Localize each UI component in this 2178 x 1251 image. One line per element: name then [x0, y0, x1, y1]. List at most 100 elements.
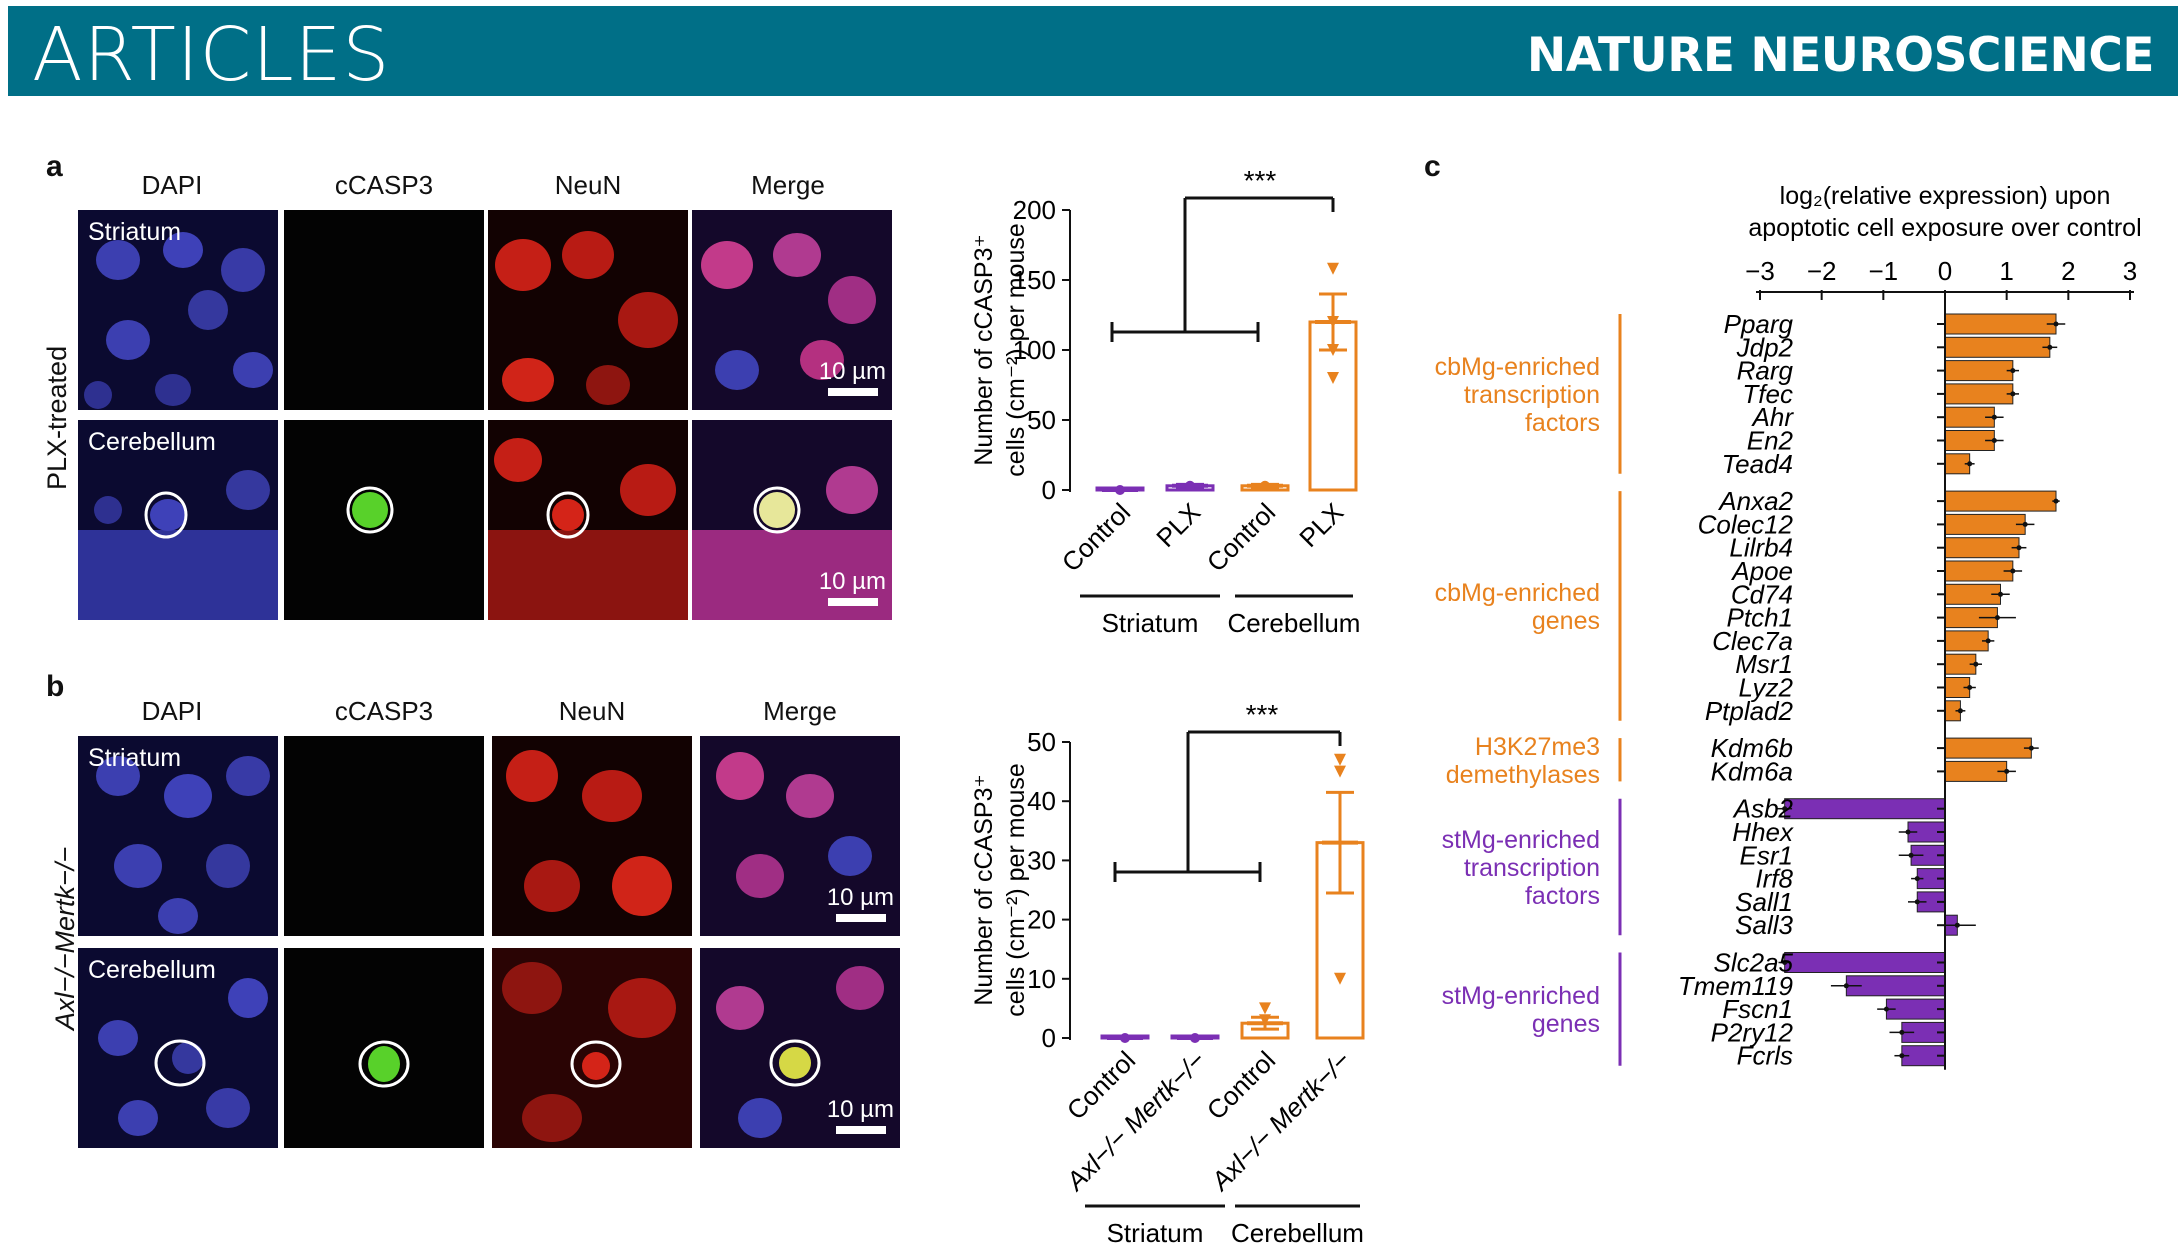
- bar: [1944, 560, 2014, 582]
- chart-b: 0 10 20 30 40 50 Number of cCASP3⁺ cells (cm⁻²)…: [970, 699, 1365, 1248]
- micrograph-b-striatum-neun: [492, 736, 692, 936]
- scale-bar: [836, 1126, 886, 1134]
- category-label: Control: [1201, 497, 1281, 577]
- data-point: [1327, 344, 1339, 356]
- data-point: [1334, 972, 1346, 985]
- data-point: [2047, 344, 2053, 350]
- scale-bar: [828, 388, 878, 396]
- data-point: [1120, 1033, 1130, 1043]
- micrograph-b-cerebellum-ccasp3: [284, 948, 484, 1148]
- micrograph-b-cerebellum-merge: 10 µm: [700, 948, 900, 1148]
- scale-bar: [836, 914, 886, 922]
- bar: [1944, 360, 2014, 382]
- category-label: Control: [1056, 497, 1136, 577]
- category-label: Axl−/− Mertk−/−: [1204, 1045, 1356, 1197]
- micrograph-a-cerebellum-merge: 10 µm: [692, 420, 892, 620]
- group-label: transcription: [1464, 381, 1600, 409]
- gene-label: En2: [1747, 426, 1794, 456]
- bar: [1784, 952, 1946, 973]
- data-point: [1259, 1002, 1271, 1015]
- x-tick-label: −2: [1807, 256, 1837, 286]
- gene-label: Fscn1: [1722, 994, 1793, 1024]
- micrograph-a-striatum-ccasp3: [284, 210, 484, 410]
- micrograph-a-striatum-merge: 10 µm: [692, 210, 892, 410]
- data-point: [1914, 876, 1920, 882]
- micrograph-a-striatum-neun: [488, 210, 688, 410]
- bar: [1944, 490, 2057, 512]
- data-point: [1334, 765, 1346, 778]
- journal-header: ARTICLES NATURE NEUROSCIENCE: [8, 6, 2178, 98]
- x-tick-label: 2: [2061, 256, 2075, 286]
- data-point: [1967, 685, 1973, 690]
- group-label: factors: [1525, 882, 1600, 910]
- col-header-neun-b: NeuN: [558, 696, 626, 726]
- data-point: [2010, 391, 2016, 397]
- gene-label: Msr1: [1735, 649, 1793, 679]
- data-point: [1914, 899, 1920, 905]
- region-label: Striatum: [88, 744, 182, 772]
- micrograph-a-cerebellum-neun: [488, 420, 688, 620]
- micrograph-a-cerebellum-ccasp3: [284, 420, 484, 620]
- micrograph-a-cerebellum-dapi: Cerebellum: [78, 420, 278, 620]
- gene-label: Sall3: [1735, 910, 1793, 940]
- group-label: genes: [1532, 1010, 1600, 1038]
- y-axis-label-line: cells (cm⁻²) per mouse: [1002, 763, 1030, 1017]
- data-point: [1994, 615, 2000, 621]
- x-axis-label-line2: apoptotic cell exposure over control: [1748, 214, 2141, 242]
- gene-label: Colec12: [1698, 509, 1794, 539]
- gene-label: Hhex: [1732, 817, 1794, 847]
- micrograph-a-striatum-dapi: Striatum: [78, 210, 278, 410]
- section-title: ARTICLES: [32, 12, 391, 98]
- scale-bar-label: 10 µm: [818, 568, 886, 595]
- group-label: factors: [1525, 409, 1600, 437]
- group-label: demethylases: [1446, 761, 1600, 789]
- y-tick-label: 150: [1013, 265, 1056, 295]
- gene-label: Apoe: [1730, 556, 1793, 586]
- gene-label: Irf8: [1755, 864, 1793, 894]
- micrograph-b-striatum-dapi: Striatum: [78, 736, 278, 936]
- bar: [1944, 336, 2051, 358]
- group-label: Cerebellum: [1231, 1218, 1364, 1248]
- gene-label: Fcrls: [1737, 1041, 1793, 1071]
- data-point: [1334, 753, 1346, 766]
- data-point: [2016, 545, 2022, 551]
- category-label: PLX: [1293, 497, 1349, 553]
- gene-label: Ahr: [1751, 402, 1795, 432]
- col-header-dapi-a: DAPI: [141, 170, 203, 200]
- panel-c-label: c: [1424, 150, 1441, 183]
- col-header-ccasp3-b: cCASP3: [334, 696, 434, 726]
- group-label: stMg-enriched: [1442, 826, 1600, 854]
- gene-label: Jdp2: [1736, 332, 1794, 362]
- significance-label: ***: [1244, 165, 1277, 196]
- gene-label: Kdm6b: [1711, 733, 1793, 763]
- data-point: [1998, 591, 2003, 597]
- panel-a-row-label: PLX-treated: [42, 345, 72, 490]
- col-header-merge-b: Merge: [763, 696, 837, 726]
- data-point: [1843, 983, 1849, 989]
- data-point: [1327, 316, 1339, 328]
- group-label: H3K27me3: [1475, 733, 1600, 761]
- x-tick-label: 0: [1938, 256, 1952, 286]
- data-point: [1973, 661, 1979, 667]
- data-point: [1908, 852, 1914, 858]
- y-tick-label: 30: [1027, 845, 1056, 875]
- category-label: PLX: [1150, 497, 1206, 553]
- panel-b-label: b: [46, 670, 65, 703]
- y-axis-label-line: cells (cm⁻²) per mouse: [1002, 223, 1030, 477]
- data-point: [1115, 485, 1125, 495]
- data-point: [1967, 461, 1973, 467]
- bar: [1944, 313, 2057, 335]
- y-tick-label: 0: [1042, 1023, 1056, 1053]
- group-label: Cerebellum: [1228, 608, 1361, 638]
- group-label: stMg-enriched: [1442, 982, 1600, 1010]
- gene-label: Clec7a: [1712, 626, 1793, 656]
- y-axis-label-line: Number of cCASP3⁺: [970, 234, 998, 465]
- gene-label: Rarg: [1737, 356, 1794, 386]
- gene-label: Lilrb4: [1729, 533, 1793, 563]
- region-label: Striatum: [88, 218, 182, 246]
- y-axis-label: Number of cCASP3⁺ cells (cm⁻²) per mouse: [970, 223, 1030, 477]
- gene-label: Esr1: [1740, 840, 1793, 870]
- bar: [1944, 383, 2014, 405]
- chart-c: log₂(relative expression) upon apoptotic …: [1435, 182, 2142, 1071]
